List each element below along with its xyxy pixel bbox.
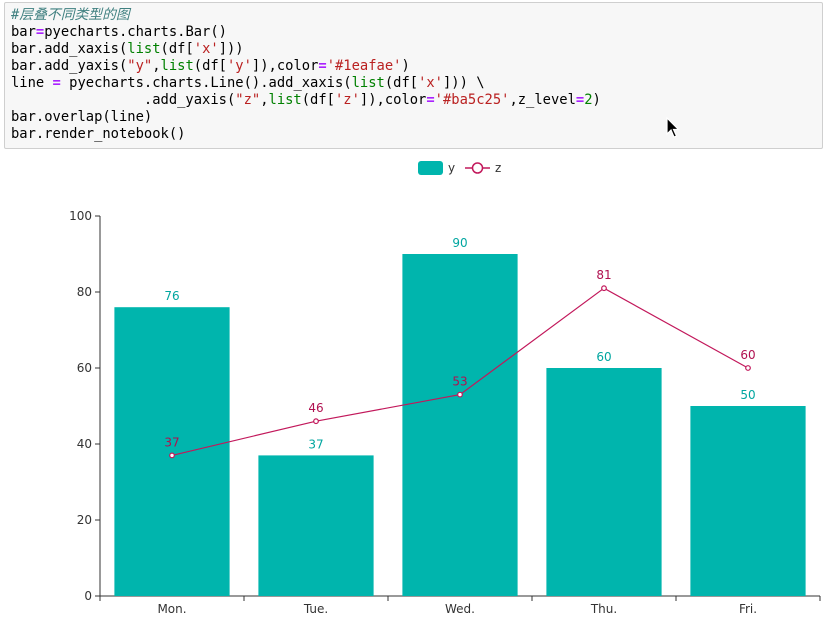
- y-tick-label: 60: [77, 361, 92, 375]
- y-tick-label: 20: [77, 513, 92, 527]
- legend-item-z[interactable]: z: [465, 161, 501, 175]
- x-tick-label: Tue.: [303, 602, 328, 616]
- code-token: ,z_level: [509, 92, 576, 108]
- code-token: bar.render_notebook(): [11, 126, 186, 142]
- code-token: =: [575, 92, 585, 108]
- code-token: ])): [218, 41, 244, 57]
- line-point[interactable]: [745, 365, 751, 371]
- code-token: "y": [127, 58, 153, 74]
- code-token: ): [401, 58, 410, 74]
- code-token: (df[: [301, 92, 335, 108]
- code-token: '#ba5c25': [434, 92, 510, 108]
- legend-label-y: y: [448, 161, 455, 175]
- line-data-label: 53: [452, 375, 467, 389]
- code-token: ]),color: [359, 92, 427, 108]
- y-tick-label: 40: [77, 437, 92, 451]
- code-token: =: [52, 75, 61, 91]
- code-cell[interactable]: #层叠不同类型的图 bar=pyecharts.charts.Bar() bar.a…: [4, 2, 823, 149]
- code-token: (df[: [193, 58, 227, 74]
- line-data-label: 60: [740, 348, 755, 362]
- bar-series: 76 37 90 60 50: [114, 236, 806, 596]
- line-data-label: 81: [596, 268, 611, 282]
- code-line: .add_yaxis("z",list(df['z']),color='#ba5…: [11, 92, 822, 109]
- code-token: =: [318, 58, 327, 74]
- bar-data-label: 60: [596, 350, 611, 364]
- code-token: list: [160, 58, 194, 74]
- x-tick-label: Wed.: [445, 602, 475, 616]
- bar[interactable]: [258, 455, 374, 596]
- code-token: pyecharts.charts.Line().add_xaxis(: [60, 75, 352, 91]
- line-point[interactable]: [457, 391, 463, 398]
- legend-swatch-bar: [418, 161, 443, 175]
- bar-data-label: 37: [308, 437, 323, 451]
- y-tick-label: 100: [69, 209, 92, 223]
- code-token: ,: [260, 92, 269, 108]
- x-axis: Mon. Tue. Wed. Thu. Fri.: [99, 595, 821, 616]
- code-line: bar.add_xaxis(list(df['x'])): [11, 41, 822, 58]
- code-token: 2: [584, 92, 593, 108]
- code-line: bar.render_notebook(): [11, 126, 822, 143]
- code-token: list: [127, 41, 161, 57]
- code-token: 'x': [418, 75, 443, 91]
- code-token: (df[: [160, 41, 194, 57]
- code-token: =: [426, 92, 435, 108]
- code-token: bar.add_xaxis(: [11, 41, 128, 57]
- x-tick-label: Mon.: [157, 602, 186, 616]
- bar[interactable]: [402, 254, 518, 596]
- line-point[interactable]: [601, 285, 607, 292]
- code-token: pyecharts.charts.Bar(): [44, 24, 227, 40]
- code-token: '#1eafae': [326, 58, 402, 74]
- code-token: =: [35, 24, 45, 40]
- code-line: bar.overlap(line): [11, 109, 822, 126]
- code-token: 'z': [334, 92, 360, 108]
- code-token: list: [351, 75, 385, 91]
- legend-swatch-marker: [471, 162, 484, 174]
- bar[interactable]: [690, 406, 806, 596]
- line-data-label: 37: [164, 435, 179, 449]
- code-token: line: [11, 75, 53, 91]
- code-token: list: [268, 92, 302, 108]
- code-token: bar: [11, 24, 36, 40]
- bar-data-label: 76: [164, 289, 179, 303]
- code-line: bar=pyecharts.charts.Bar(): [11, 24, 822, 41]
- legend-label-z: z: [495, 161, 501, 175]
- x-tick-label: Fri.: [739, 602, 757, 616]
- code-line: line = pyecharts.charts.Line().add_xaxis…: [11, 75, 822, 92]
- line-series: 37 46 53 81 60: [164, 268, 756, 459]
- code-token: ,: [152, 58, 161, 74]
- bar-data-label: 90: [452, 236, 467, 250]
- line-data-label: 46: [308, 401, 323, 415]
- code-token: bar.add_yaxis(: [11, 58, 128, 74]
- x-tick-label: Thu.: [590, 602, 617, 616]
- line-point[interactable]: [313, 418, 319, 425]
- legend-item-y[interactable]: y: [418, 161, 455, 175]
- y-axis: 0 20 40 60 80 100: [69, 209, 101, 603]
- bar[interactable]: [546, 368, 662, 596]
- bar-data-label: 50: [740, 388, 755, 402]
- code-token: "z": [235, 92, 261, 108]
- code-token: #层叠不同类型的图: [11, 7, 130, 23]
- code-line: #层叠不同类型的图: [11, 7, 822, 24]
- code-token: 'x': [193, 41, 219, 57]
- code-token: bar.overlap(line): [11, 109, 153, 125]
- code-token: ])) \: [442, 75, 485, 91]
- mouse-pointer-icon: [666, 117, 680, 138]
- code-token: ]),color: [251, 58, 319, 74]
- code-token: ): [592, 92, 601, 108]
- code-token: (df[: [384, 75, 419, 91]
- code-line: bar.add_yaxis("y",list(df['y']),color='#…: [11, 58, 822, 75]
- bar[interactable]: [114, 307, 230, 596]
- code-token: .add_yaxis(: [11, 92, 236, 108]
- code-token: 'y': [227, 58, 252, 74]
- y-tick-label: 0: [84, 589, 92, 603]
- y-tick-label: 80: [77, 285, 92, 299]
- line-point[interactable]: [169, 452, 175, 459]
